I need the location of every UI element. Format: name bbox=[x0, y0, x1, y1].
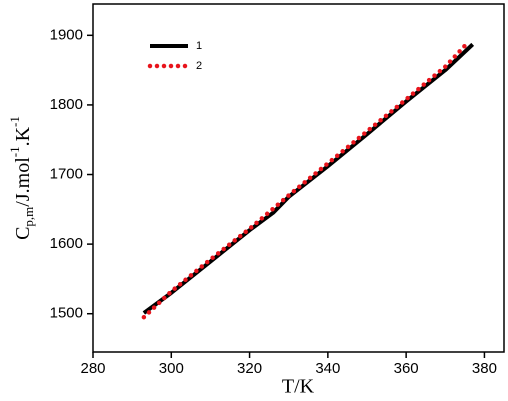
y-label-part: -1 bbox=[7, 146, 22, 157]
y-tick-label: 1900 bbox=[50, 26, 83, 43]
series-line bbox=[141, 43, 468, 320]
x-tick-label: 320 bbox=[237, 360, 262, 377]
x-tick-label: 280 bbox=[80, 360, 105, 377]
y-tick-label: 1700 bbox=[50, 165, 83, 182]
y-axis-label: Cp,m/J.mol-1.K-1 bbox=[7, 116, 36, 240]
x-tick-label: 380 bbox=[472, 360, 497, 377]
legend-label: 2 bbox=[196, 60, 202, 72]
y-tick-label: 1500 bbox=[50, 305, 83, 322]
x-tick-label: 300 bbox=[159, 360, 184, 377]
y-label-part: C bbox=[12, 227, 34, 240]
plot-frame bbox=[92, 3, 505, 353]
y-tick-label: 1800 bbox=[50, 96, 83, 113]
y-label-part: p,m bbox=[21, 207, 36, 227]
y-label-part: -1 bbox=[7, 116, 22, 127]
y-label-part: .K bbox=[12, 126, 34, 146]
x-tick-label: 340 bbox=[315, 360, 340, 377]
legend-label: 1 bbox=[196, 40, 202, 52]
y-tick-label: 1600 bbox=[50, 235, 83, 252]
x-axis-label: T/K bbox=[282, 376, 315, 398]
y-label-part: /J.mol bbox=[12, 157, 34, 207]
x-tick-label: 360 bbox=[394, 360, 419, 377]
